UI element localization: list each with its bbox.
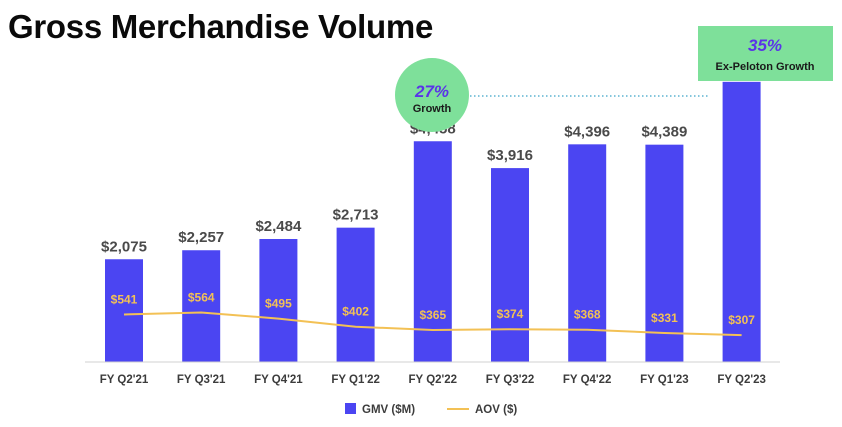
gmv-bar-label: $2,484 (255, 218, 302, 235)
gmv-bar-label: $3,916 (487, 147, 533, 164)
gmv-bar (568, 144, 607, 362)
growth-badge: 27% Growth (395, 58, 469, 132)
legend-gmv-swatch (345, 403, 356, 414)
aov-point-label: $368 (574, 308, 601, 322)
gmv-bar-label: $2,257 (178, 229, 224, 246)
chart-title: Gross Merchandise Volume (8, 8, 433, 45)
gmv-bar-label: $2,075 (101, 238, 147, 255)
aov-point-label: $541 (111, 293, 138, 307)
gmv-bar-label: $4,396 (564, 123, 610, 140)
aov-point-label: $307 (728, 313, 755, 327)
x-tick-label: FY Q3'22 (486, 374, 535, 386)
gmv-bar-label: $2,713 (333, 207, 379, 224)
x-tick-label: FY Q4'21 (254, 374, 303, 386)
gmv-bar (722, 81, 761, 363)
aov-point-label: $495 (265, 297, 292, 311)
x-tick-label: FY Q2'21 (100, 374, 149, 386)
gmv-bar (182, 250, 221, 362)
aov-point-label: $365 (419, 308, 446, 322)
x-tick-label: FY Q2'22 (409, 374, 458, 386)
ex-peloton-growth-badge: 35% Ex-Peloton Growth (698, 26, 833, 81)
x-tick-label: FY Q4'22 (563, 374, 612, 386)
growth-badge-label: Growth (413, 103, 452, 115)
x-tick-label: FY Q1'23 (640, 374, 689, 386)
gmv-bar (413, 141, 452, 362)
ex-peloton-badge-percent: 35% (748, 36, 782, 55)
gmv-bar (259, 239, 298, 362)
aov-point-label: $564 (188, 291, 215, 305)
aov-point-label: $374 (497, 307, 524, 321)
legend-gmv-label: GMV ($M) (362, 404, 415, 416)
x-tick-label: FY Q3'21 (177, 374, 226, 386)
aov-point-label: $402 (342, 305, 369, 319)
legend: GMV ($M) AOV ($) (345, 403, 517, 416)
x-tick-label: FY Q2'23 (717, 374, 766, 386)
x-tick-label: FY Q1'22 (331, 374, 380, 386)
aov-point-label: $331 (651, 311, 678, 325)
aov-line (123, 311, 742, 337)
ex-peloton-badge-label: Ex-Peloton Growth (716, 61, 815, 73)
legend-aov-label: AOV ($) (475, 404, 517, 416)
gmv-bar (105, 259, 143, 362)
gmv-bar (645, 144, 684, 362)
gmv-bar (491, 168, 529, 362)
growth-badge-percent: 27% (414, 82, 449, 101)
gmv-bar (336, 227, 375, 362)
gmv-bar-label: $4,389 (641, 124, 687, 141)
